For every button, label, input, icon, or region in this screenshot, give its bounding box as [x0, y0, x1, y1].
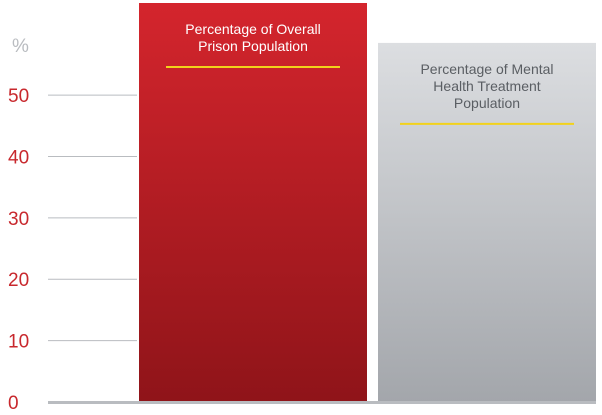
- y-tick-label: 40: [8, 147, 29, 168]
- bar: [378, 42, 596, 403]
- bar-label: Health Treatment: [433, 78, 540, 94]
- y-tick-label: 50: [8, 86, 29, 107]
- y-tick-label: 20: [8, 270, 29, 291]
- y-unit-label: %: [12, 36, 29, 57]
- gridlines: [48, 94, 137, 342]
- bars: [139, 3, 596, 403]
- y-tick-label: 10: [8, 332, 29, 353]
- bar-label: Percentage of Overall: [185, 21, 320, 37]
- y-axis: 0 10 20 30 40 50: [8, 86, 596, 414]
- bar-label: Population: [454, 95, 520, 111]
- bar-label: Prison Population: [198, 38, 308, 54]
- y-tick-label: 0: [8, 393, 19, 414]
- y-tick-label: 30: [8, 209, 29, 230]
- bar: [139, 3, 367, 402]
- bar-label: Percentage of Mental: [420, 61, 553, 77]
